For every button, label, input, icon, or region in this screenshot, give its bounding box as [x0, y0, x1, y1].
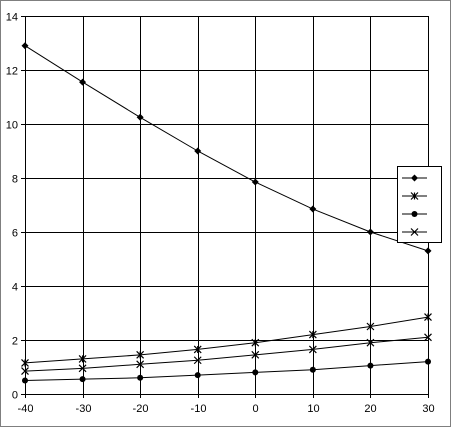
data-point-circle — [22, 377, 28, 384]
series-line — [24, 361, 429, 381]
series-group — [21, 42, 432, 384]
tick-labels: 0 2 4 6 8 10 12 14 -40 -30 -20 -10 0 10 20 30 — [6, 12, 435, 416]
data-point-star — [424, 313, 432, 321]
x-tick-label: -10 — [191, 403, 207, 415]
series-4 — [21, 333, 432, 375]
y-tick-label: 14 — [6, 12, 18, 24]
y-tick-label: 12 — [6, 66, 18, 78]
y-tick-label: 10 — [6, 120, 18, 132]
legend-box — [397, 166, 442, 243]
legend-entry-4 — [402, 228, 427, 236]
data-point-star — [308, 330, 317, 339]
data-point-diamond — [136, 113, 144, 121]
data-point-circle — [367, 362, 374, 369]
data-point-circle — [252, 369, 259, 376]
data-point-x — [410, 228, 419, 236]
data-point-star — [78, 354, 87, 363]
x-tick-label: -40 — [18, 403, 34, 415]
series-line — [24, 316, 429, 364]
data-point-diamond — [21, 42, 29, 50]
legend-entry-1 — [402, 174, 427, 182]
legend-entry-3 — [402, 211, 427, 217]
series-2 — [21, 313, 432, 367]
data-point-diamond — [366, 228, 374, 236]
data-point-x — [78, 364, 87, 373]
x-tick-label: -20 — [133, 403, 149, 415]
data-point-x — [21, 367, 29, 375]
data-point-star — [366, 322, 375, 331]
legend-entry-2 — [402, 192, 427, 200]
data-point-circle — [309, 366, 316, 373]
series-1 — [21, 42, 432, 255]
data-point-x — [308, 345, 317, 354]
data-point-star — [21, 359, 29, 367]
data-point-circle — [137, 374, 144, 381]
x-tick-label: 0 — [252, 403, 258, 415]
data-point-diamond — [194, 147, 202, 155]
data-point-star — [136, 350, 145, 359]
data-point-x — [193, 356, 202, 365]
data-point-diamond — [309, 205, 317, 213]
data-point-star — [410, 192, 419, 200]
x-tick-label: 20 — [364, 403, 376, 415]
y-tick-label: 6 — [12, 228, 18, 240]
data-point-diamond — [424, 247, 432, 255]
legend — [397, 166, 442, 243]
series-line — [24, 336, 429, 372]
data-point-diamond — [411, 174, 418, 182]
data-point-diamond — [251, 178, 259, 186]
data-point-x — [424, 333, 432, 342]
y-tick-label: 8 — [12, 174, 18, 186]
y-tick-label: 4 — [12, 282, 18, 294]
data-point-circle — [411, 211, 418, 217]
x-tick-label: 10 — [307, 403, 319, 415]
data-point-diamond — [79, 78, 87, 86]
y-tick-label: 2 — [12, 336, 18, 348]
x-tick-label: -30 — [76, 403, 92, 415]
data-point-circle — [194, 372, 201, 379]
data-point-x — [251, 350, 260, 359]
series-line — [24, 45, 429, 252]
data-point-x — [136, 360, 145, 369]
series-3 — [22, 358, 431, 384]
data-point-x — [366, 338, 375, 347]
data-point-circle — [79, 376, 86, 383]
data-point-circle — [425, 358, 431, 365]
data-point-star — [251, 338, 260, 347]
x-tick-label: 30 — [422, 403, 434, 415]
data-point-star — [193, 345, 202, 354]
y-tick-label: 0 — [12, 390, 18, 402]
